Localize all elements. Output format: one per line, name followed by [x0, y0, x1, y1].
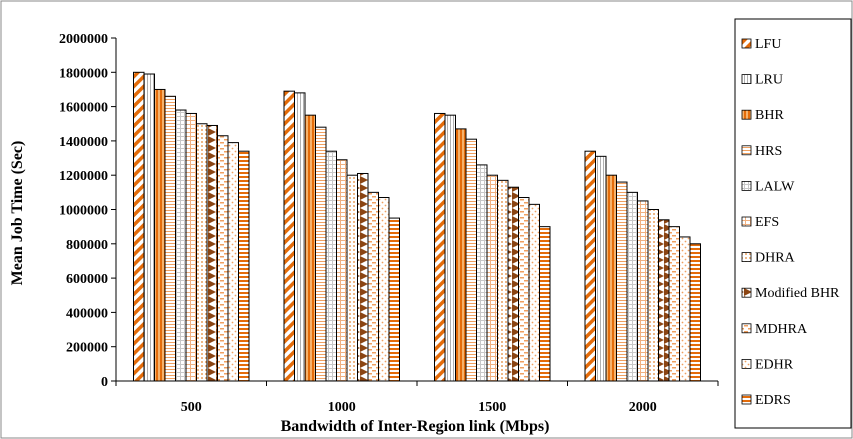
- bar-edrs-1500: [539, 226, 551, 382]
- bar-lfu-1000: [283, 90, 295, 382]
- bar-efs-2000: [637, 200, 649, 382]
- bar-modified-bhr-1500: [507, 186, 519, 382]
- bar-lru-1000: [294, 92, 306, 382]
- bar-edrs-2000: [689, 243, 701, 382]
- y-tick-label: 1000000: [59, 204, 108, 219]
- legend-swatch: [741, 216, 752, 227]
- bar-edhr-1500: [528, 203, 540, 382]
- bar-mdhra-1000: [367, 191, 379, 382]
- legend-item-label: LALW: [755, 179, 795, 194]
- bar-lru-2000: [595, 155, 607, 382]
- bar-hrs-500: [164, 95, 176, 382]
- x-axis: 500 1000 1500 2000: [115, 380, 719, 415]
- y-tick-label: 1600000: [59, 101, 108, 116]
- bar-modified-bhr-500: [206, 124, 218, 382]
- y-tick-label: 800000: [66, 238, 108, 253]
- x-tick-label: 1500: [478, 400, 506, 415]
- y-tick-label: 0: [101, 375, 108, 390]
- bar-edrs-1000: [388, 217, 400, 382]
- bar-bhr-2000: [605, 174, 617, 382]
- bar-efs-500: [185, 112, 197, 382]
- legend-item-label: DHRA: [755, 251, 796, 266]
- y-axis-title: Mean Job Time (Sec): [9, 141, 26, 286]
- y-tick-label: 2000000: [59, 32, 108, 47]
- legend-swatch: [741, 109, 752, 120]
- bar-lalw-1000: [325, 150, 337, 382]
- bar-efs-1000: [336, 159, 348, 382]
- bar-lalw-2000: [626, 191, 638, 382]
- bar-modified-bhr-1000: [357, 172, 369, 382]
- bar-lru-1500: [444, 114, 456, 382]
- bar-mdhra-500: [217, 135, 229, 382]
- bar-dhra-500: [196, 123, 208, 382]
- bar-edhr-2000: [679, 236, 691, 382]
- x-tick-label: 500: [181, 400, 202, 415]
- bar-bhr-1500: [455, 128, 467, 382]
- bar-lfu-500: [133, 71, 145, 382]
- y-axis: 0 200000 400000 600000 800000 1000000 1200000 1…: [59, 32, 117, 390]
- bar-lru-500: [143, 73, 155, 382]
- legend-item-label: LFU: [755, 37, 781, 52]
- legend-swatch: [741, 287, 752, 298]
- legend-swatch: [741, 180, 752, 191]
- y-tick-label: 200000: [66, 341, 108, 356]
- legend-swatch: [741, 38, 752, 49]
- legend-item-label: Modified BHR: [755, 286, 840, 301]
- legend-swatch: [741, 358, 752, 369]
- bar-mdhra-2000: [668, 226, 680, 382]
- bar-mdhra-1500: [518, 196, 530, 382]
- legend-swatch: [741, 74, 752, 84]
- x-tick-label: 1000: [328, 400, 356, 415]
- bar-bhr-500: [154, 88, 166, 382]
- bar-hrs-1500: [465, 138, 477, 382]
- y-tick-label: 400000: [66, 306, 108, 321]
- bar-bhr-1000: [304, 114, 316, 382]
- bar-lfu-2000: [584, 150, 596, 382]
- bar-hrs-2000: [616, 181, 628, 382]
- y-tick-label: 600000: [66, 272, 108, 287]
- legend-item-label: MDHRA: [755, 322, 808, 337]
- x-tick-label: 2000: [629, 400, 657, 415]
- bar-dhra-1500: [497, 179, 509, 382]
- bar-lalw-500: [175, 109, 187, 382]
- legend-item-label: EDHR: [755, 357, 794, 372]
- bar-dhra-1000: [346, 174, 358, 382]
- bar-lfu-1500: [434, 112, 446, 382]
- legend: LFU LRU BHR HRS LALW EFS DHRA Modified BHR MDHRA…: [734, 18, 852, 429]
- legend-item-label: BHR: [755, 108, 784, 123]
- legend-swatch: [741, 252, 752, 263]
- legend-swatch: [741, 145, 752, 156]
- y-tick-label: 1200000: [59, 169, 108, 184]
- x-axis-title: Bandwidth of Inter-Region link (Mbps): [281, 418, 550, 435]
- y-tick-label: 1400000: [59, 135, 108, 150]
- legend-swatch: [741, 394, 752, 405]
- bar-dhra-2000: [647, 209, 659, 382]
- bar-edhr-500: [227, 142, 239, 382]
- bar-efs-1500: [486, 174, 498, 382]
- y-tick-label: 1800000: [59, 66, 108, 81]
- bar-edhr-1000: [378, 196, 390, 382]
- bars: [133, 71, 701, 382]
- bar-edrs-500: [238, 150, 250, 382]
- legend-box: [734, 18, 852, 429]
- legend-item-label: EDRS: [755, 393, 791, 408]
- legend-item-label: HRS: [755, 144, 782, 159]
- bar-hrs-1000: [315, 126, 327, 382]
- legend-swatch: [741, 323, 752, 334]
- legend-item-label: EFS: [755, 215, 779, 230]
- bar-lalw-1500: [476, 164, 488, 382]
- bar-modified-bhr-2000: [658, 219, 670, 382]
- legend-item-label: LRU: [755, 73, 783, 88]
